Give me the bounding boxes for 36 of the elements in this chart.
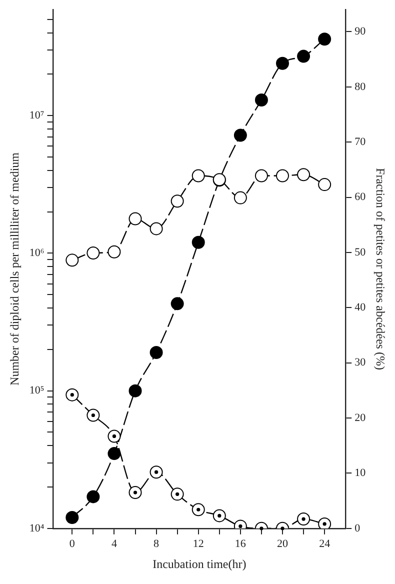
y2-tick-label: 40 [354,302,366,314]
point [318,32,332,46]
x-tick-label: 12 [192,538,204,550]
x-tick-label: 20 [277,538,288,550]
point [86,490,100,504]
y2-tick-label: 20 [354,412,366,424]
y-tick-label: 10⁷ [29,110,44,122]
point [234,128,247,142]
x-axis-title: Incubation time(hr) [152,556,246,571]
y-tick-label: 10⁴ [29,522,44,534]
y2-tick-label: 90 [354,26,366,38]
point [66,511,79,524]
y-tick-label: 10⁵ [29,384,44,397]
x-tick-label: 0 [69,538,76,550]
y-axis-title: Number of diploid cells per milliliter of medium [7,152,22,386]
x-tick-label: 4 [111,538,118,550]
x-tick-label: 24 [319,538,331,550]
y2-tick-label: 80 [354,80,366,93]
point [254,93,268,106]
y2-tick-label: 0 [354,522,361,534]
point [128,384,142,398]
x-tick-label: 16 [234,538,246,550]
y2-tick-label: 30 [354,356,366,369]
point [297,50,310,63]
y2-tick-label: 50 [354,246,366,258]
x-tick-label: 8 [154,538,160,550]
point [276,56,289,70]
y-tick-label: 10⁶ [29,247,44,260]
y2-tick-label: 60 [354,191,366,204]
point [170,297,184,310]
point [108,447,121,460]
y2-axis-title: Fraction of petites or petites abcédées (%) [374,168,388,370]
y2-tick-label: 70 [354,136,366,148]
point [150,346,163,359]
point [192,236,205,249]
y2-tick-label: 10 [354,467,366,480]
